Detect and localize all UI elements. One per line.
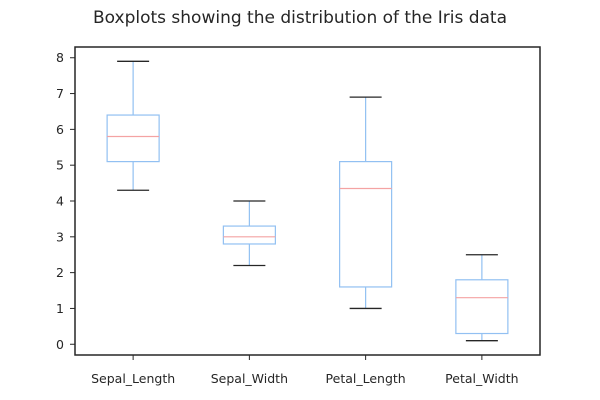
y-tick-label: 1 [56, 301, 64, 316]
y-tick-label: 2 [56, 265, 64, 280]
y-tick-label: 3 [56, 229, 64, 244]
x-tick-label: Sepal_Length [91, 371, 175, 386]
y-tick-label: 5 [56, 158, 64, 173]
axes-frame [74, 46, 541, 356]
y-tick-label: 6 [56, 122, 64, 137]
y-tick-label: 7 [56, 86, 64, 101]
box-iqr [106, 114, 160, 163]
x-tick-label: Sepal_Width [211, 371, 288, 386]
box-iqr [339, 161, 393, 288]
x-tick-label: Petal_Width [445, 371, 518, 386]
chart-title: Boxplots showing the distribution of the… [93, 8, 507, 28]
y-tick-label: 8 [56, 50, 64, 65]
y-tick-label: 0 [56, 337, 64, 352]
x-tick-label: Petal_Length [326, 371, 406, 386]
box-iqr [222, 225, 276, 245]
plot-area: 0 1 2 3 4 5 6 7 8 Sepal_Length Sepal_Width Petal_Le… [56, 46, 541, 386]
box-iqr [455, 279, 509, 335]
y-tick-label: 4 [56, 194, 64, 209]
